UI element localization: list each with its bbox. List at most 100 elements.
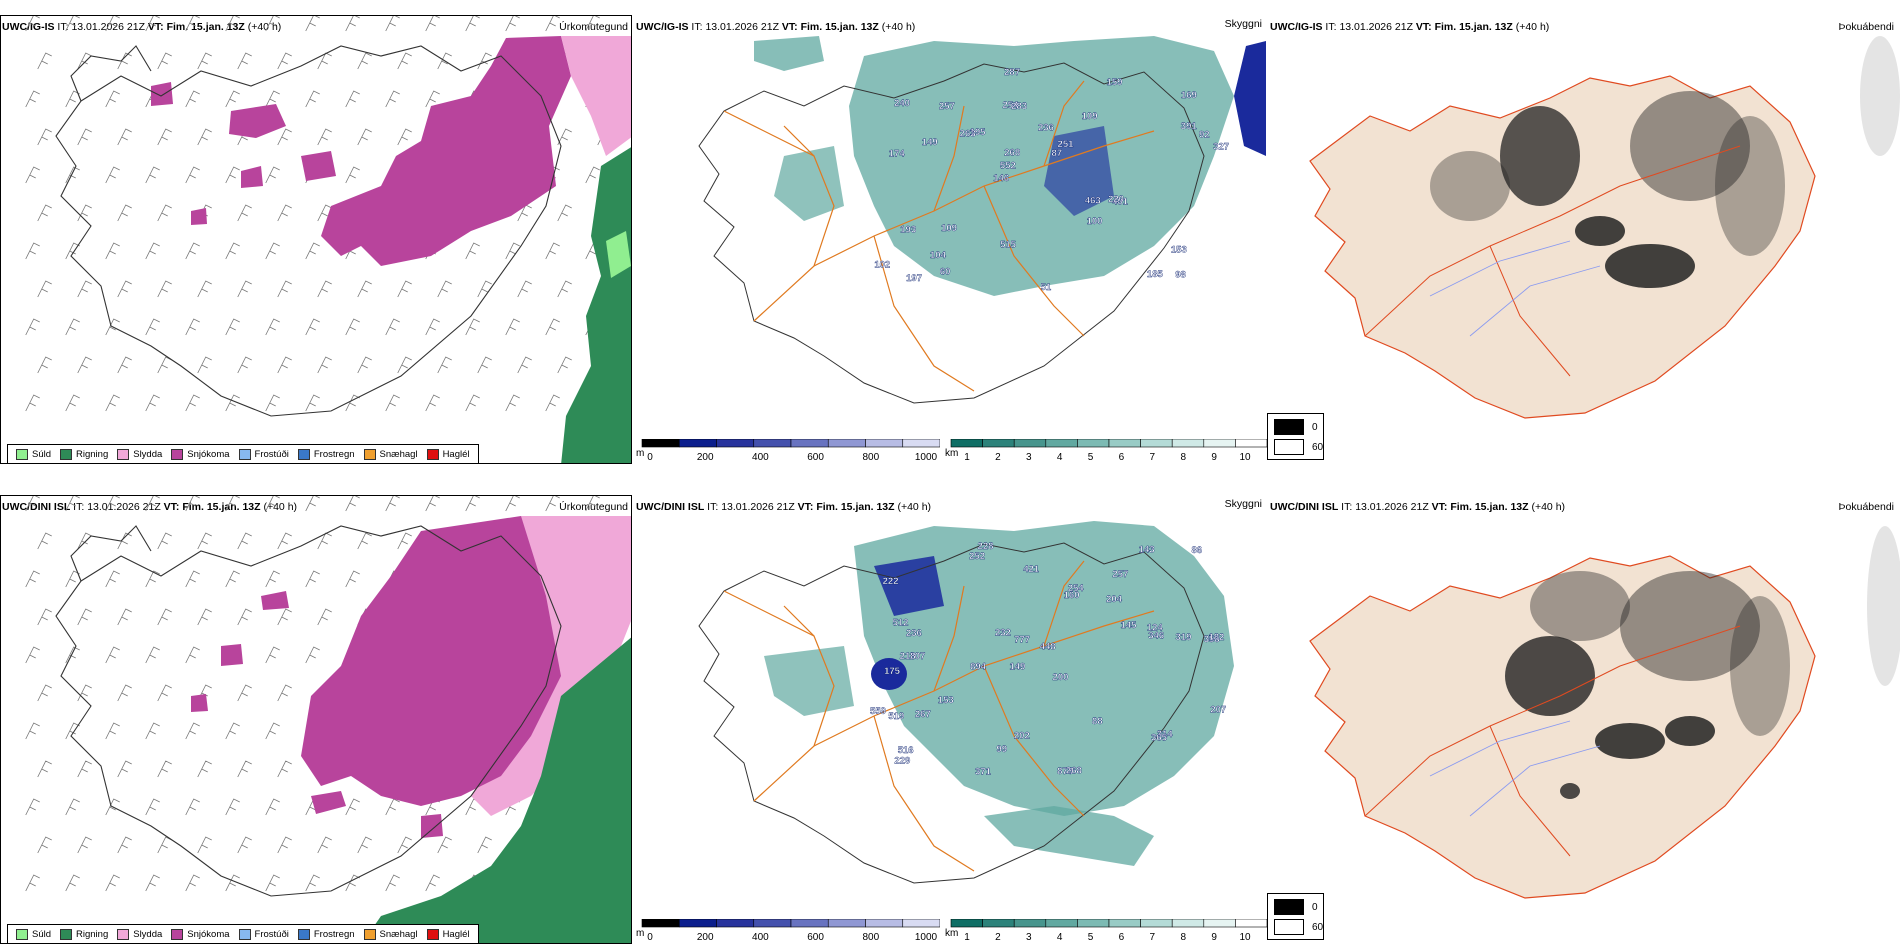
precip-panel-header: UWC/DINI ISL IT: 13.01.2026 21Z VT: Fim.… xyxy=(2,499,632,515)
colorbar-segment xyxy=(902,919,940,928)
wind-barb xyxy=(185,570,200,588)
wind-barb xyxy=(265,798,280,816)
it-value: 13.01.2026 21Z xyxy=(721,501,795,513)
colorbar-segment xyxy=(1013,919,1047,928)
wind-barb xyxy=(65,874,80,892)
snow-patch xyxy=(421,814,443,838)
ceiling-colorbar-svg xyxy=(641,919,940,928)
legend-label: Rigning xyxy=(76,929,109,940)
colorbar-tick: 9 xyxy=(1211,452,1217,463)
colorbar-tick: 8 xyxy=(1180,932,1186,943)
wind-barb xyxy=(357,128,372,146)
ceiling-value-label: 268 xyxy=(1004,148,1020,159)
wind-barb xyxy=(117,760,132,778)
fog-dense xyxy=(1575,216,1625,246)
wind-barb xyxy=(65,496,80,512)
wind-barb xyxy=(425,496,440,512)
precip-map-svg xyxy=(25,16,631,463)
ceiling-value-label: 220 xyxy=(1108,194,1124,205)
wind-barb xyxy=(345,16,360,32)
wind-barb xyxy=(77,836,92,854)
wind-barb xyxy=(37,760,52,778)
ceiling-map[interactable]: 228 257 358 149 200 207 222 204 175 160 448 229 252 8… xyxy=(634,516,1266,911)
wind-barb xyxy=(305,16,320,32)
wind-barb xyxy=(305,90,320,108)
ceiling-value-label: 51 xyxy=(1041,282,1052,293)
legend-label: Haglél xyxy=(442,449,470,460)
wind-barb xyxy=(505,496,520,512)
wind-barb xyxy=(397,128,412,146)
wind-barb xyxy=(425,16,440,32)
colorbar-tick: 800 xyxy=(862,932,880,943)
ceiling-map-svg: 228 257 358 149 200 207 222 204 175 160 448 229 252 8… xyxy=(698,521,1234,884)
precip-map[interactable]: Súld Rigning Slydda Snjókoma Frostúði Fr… xyxy=(0,15,632,464)
wind-barb xyxy=(77,128,92,146)
wind-barb xyxy=(237,532,252,550)
wind-barb xyxy=(465,394,480,412)
fog-map[interactable] xyxy=(1270,36,1900,436)
colorbar-segment xyxy=(641,439,680,448)
wind-barb xyxy=(225,496,240,512)
wind-barb xyxy=(197,836,212,854)
wind-barb xyxy=(117,608,132,626)
colorbar-tick: 10 xyxy=(1239,932,1251,943)
colorbar-segment xyxy=(753,919,792,928)
wind-barb xyxy=(157,608,172,626)
precip-map[interactable]: Súld Rigning Slydda Snjókoma Frostúði Fr… xyxy=(0,495,632,944)
ceiling-area xyxy=(874,556,944,616)
ceiling-value-label: 124 xyxy=(1147,622,1164,633)
swatch xyxy=(60,449,73,460)
wind-barb xyxy=(145,874,160,892)
wind-barb xyxy=(425,394,440,412)
ceiling-value-label: 287 xyxy=(1004,67,1020,78)
panel-title: Úrkomutegund xyxy=(559,21,628,33)
wind-barb xyxy=(25,570,40,588)
legend-label: Slydda xyxy=(133,929,163,940)
ceiling-colorbar: m 0 200 400 600 800 1000 xyxy=(636,439,940,469)
wind-barb xyxy=(545,394,560,412)
legend-label: 0 xyxy=(1312,421,1318,433)
ceiling-panel-header: UWC/DINI ISL IT: 13.01.2026 21Z VT: Fim.… xyxy=(636,498,1266,515)
visibility-colorbar: km 1 2 3 4 5 6 7 8 9 10 xyxy=(945,919,1267,949)
legend-label: 0 xyxy=(1312,901,1318,913)
wind-barb xyxy=(185,722,200,740)
colorbar-tick: 9 xyxy=(1211,932,1217,943)
fog-map[interactable] xyxy=(1270,516,1900,916)
ceiling-value-label: 371 xyxy=(975,767,992,778)
wind-barb xyxy=(145,166,160,184)
ceiling-colorbar-svg xyxy=(641,439,940,448)
colorbar-tick: 3 xyxy=(1025,932,1032,943)
lead-time: (+40 h) xyxy=(1515,21,1550,33)
colorbar-tick: 800 xyxy=(862,452,880,463)
wind-barb xyxy=(317,128,332,146)
wind-barb xyxy=(157,52,172,70)
ceiling-value-label: 200 xyxy=(1053,672,1069,683)
swatch xyxy=(16,929,28,940)
colorbar-segment xyxy=(790,919,829,928)
vt-value: Fim. 15.jan. 13Z xyxy=(816,501,895,513)
fog-medium xyxy=(1620,571,1760,681)
wind-barb xyxy=(237,280,252,298)
ceiling-value-label: 254 xyxy=(1002,100,1019,111)
ceiling-value-label: 346 xyxy=(1148,631,1164,642)
fog-shading xyxy=(1505,526,1900,799)
fog-map-svg xyxy=(1309,526,1900,899)
ceiling-map[interactable]: 98 174 169 146 109 197 254 236 193 195 102 104 283 25… xyxy=(634,36,1266,431)
wind-barb xyxy=(225,16,240,32)
wind-barb xyxy=(77,684,92,702)
ceiling-value-label: 283 xyxy=(1011,101,1027,112)
fog-shading xyxy=(1430,36,1900,288)
wind-barb xyxy=(105,722,120,740)
wind-barb xyxy=(105,874,120,892)
wind-barb xyxy=(477,356,492,374)
wind-barb xyxy=(277,760,292,778)
legend-label: Súld xyxy=(32,449,52,460)
wind-barb xyxy=(225,242,240,260)
wind-barb xyxy=(385,394,400,412)
snow-patch xyxy=(261,591,289,610)
ceiling-value-label: 175 xyxy=(884,666,901,677)
wind-barb xyxy=(305,646,320,664)
wind-barb xyxy=(265,496,280,512)
ceiling-value-label: 197 xyxy=(906,273,922,284)
swatch xyxy=(1274,899,1304,915)
